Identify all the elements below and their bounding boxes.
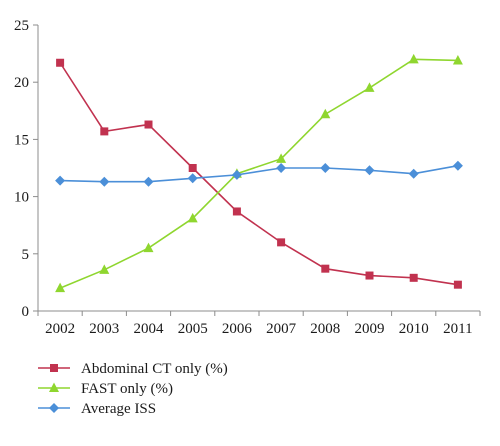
axes: 0 5 10 15 20 25 2002 2003 2004 2005 2006 2007 2008 20… — [14, 18, 481, 337]
legend-item: FAST only (%) — [38, 381, 173, 397]
y-tick-label: 20 — [14, 75, 29, 91]
data-point — [277, 238, 286, 247]
legend-marker — [49, 382, 59, 392]
data-point — [55, 282, 66, 293]
data-point — [276, 163, 287, 173]
data-point — [100, 127, 109, 136]
legend-item: Abdominal CT only (%) — [38, 361, 228, 377]
x-tick-label: 2010 — [399, 321, 429, 337]
data-point — [453, 280, 462, 289]
y-tick-label: 10 — [14, 190, 29, 206]
legend-marker — [50, 364, 58, 372]
data-point — [452, 54, 463, 65]
data-point — [321, 264, 330, 273]
data-point — [276, 153, 287, 163]
legend-item: Average ISS — [38, 401, 156, 417]
legend-label: FAST only (%) — [81, 381, 173, 397]
legend: Abdominal CT only (%) FAST only (%) Averag… — [38, 361, 228, 417]
x-tick-label: 2009 — [355, 321, 385, 337]
x-tick-label: 2002 — [45, 321, 75, 337]
y-tick-label: 5 — [22, 247, 30, 263]
series-0 — [56, 58, 462, 289]
data-point — [188, 164, 197, 172]
data-point — [144, 120, 153, 129]
data-point — [56, 58, 65, 67]
data-point — [409, 273, 418, 282]
data-point — [408, 53, 419, 64]
x-tick-label: 2007 — [266, 321, 297, 337]
data-point — [55, 175, 66, 186]
data-point — [364, 165, 375, 176]
data-point — [320, 108, 331, 119]
data-point — [452, 160, 463, 171]
data-point — [99, 176, 110, 187]
y-tick-label: 15 — [14, 132, 29, 148]
series-line — [59, 62, 459, 286]
y-tick-label: 25 — [14, 18, 29, 34]
legend-marker — [49, 403, 59, 413]
data-point — [408, 168, 419, 179]
data-point — [99, 264, 110, 274]
x-tick-label: 2005 — [178, 321, 208, 337]
data-point — [365, 271, 374, 280]
x-tick-label: 2004 — [134, 321, 165, 337]
x-tick-label: 2006 — [222, 321, 253, 337]
series-line — [59, 58, 458, 289]
data-point — [364, 82, 375, 92]
x-tick-label: 2003 — [89, 321, 119, 337]
data-point — [231, 169, 242, 180]
x-tick-label: 2008 — [310, 321, 340, 337]
x-tick-label: 2011 — [443, 321, 472, 337]
series-2 — [55, 160, 463, 187]
series-line — [60, 164, 459, 183]
series-group — [55, 53, 463, 293]
legend-label: Abdominal CT only (%) — [81, 361, 228, 377]
data-point — [187, 212, 198, 223]
data-point — [143, 176, 154, 187]
data-point — [320, 163, 331, 173]
data-point — [143, 242, 154, 253]
data-point — [187, 173, 198, 184]
y-tick-label: 0 — [22, 304, 30, 320]
legend-label: Average ISS — [81, 401, 156, 417]
data-point — [232, 207, 241, 216]
